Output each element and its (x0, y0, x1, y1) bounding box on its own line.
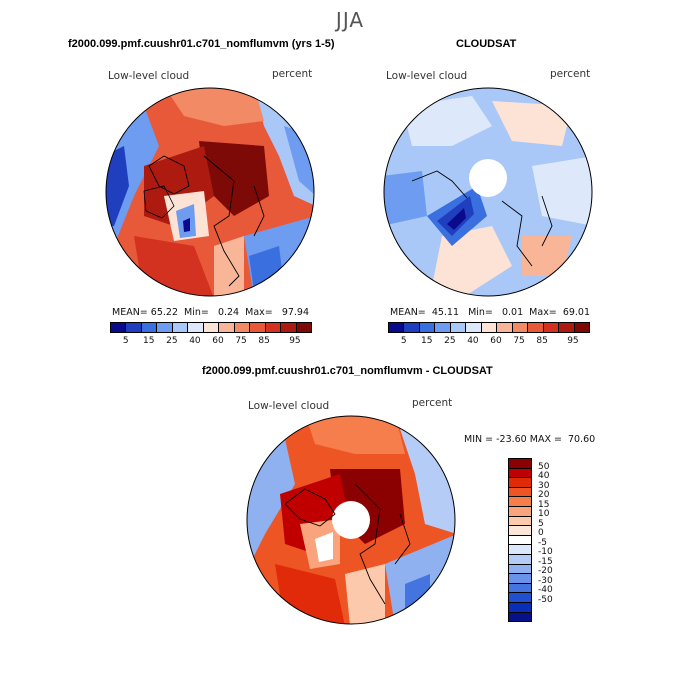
colorbar-tick-label: 25 (166, 336, 178, 346)
colorbar-tick-label: 75 (235, 336, 247, 346)
colorbar-swatch (389, 323, 405, 332)
colorbar-swatch (509, 478, 531, 488)
obs-polar-map (383, 87, 593, 297)
colorbar-swatch (509, 487, 531, 498)
colorbar-tick-label: 25 (444, 336, 456, 346)
colorbar-tick-label: 40 (189, 336, 201, 346)
colorbar-tick-label: -15 (538, 556, 553, 567)
colorbar-tick-label: -30 (538, 575, 553, 586)
colorbar-swatch (509, 564, 531, 575)
obs-panel-title: CLOUDSAT (456, 38, 517, 50)
colorbar-swatch (574, 323, 590, 332)
model-polar-map (105, 87, 315, 297)
obs-field-label: Low-level cloud (386, 70, 468, 82)
diff-colorbar (508, 458, 532, 622)
colorbar-swatch (157, 323, 173, 332)
colorbar-swatch (265, 323, 282, 332)
colorbar-swatch (509, 583, 531, 594)
colorbar-tick-label: 10 (538, 509, 550, 520)
colorbar-swatch (543, 323, 560, 332)
colorbar-tick-label: 60 (490, 336, 502, 346)
colorbar-tick-label: 15 (143, 336, 155, 346)
colorbar-swatch (203, 323, 220, 332)
colorbar-swatch (404, 323, 420, 332)
colorbar-swatch (435, 323, 451, 332)
season-title: JJA (335, 8, 365, 32)
colorbar-swatch (512, 323, 529, 332)
model-stats: MEAN= 65.22 Min= 0.24 Max= 97.94 (112, 307, 310, 318)
colorbar-tick-label: 75 (513, 336, 525, 346)
colorbar-tick-label: -5 (538, 537, 547, 548)
colorbar-swatch (296, 323, 312, 332)
colorbar-swatch (559, 323, 575, 332)
colorbar-swatch (509, 535, 531, 546)
colorbar-swatch (509, 612, 531, 622)
obs-units-label: percent (550, 68, 591, 80)
diff-field-label: Low-level cloud (248, 400, 330, 412)
colorbar-swatch (419, 323, 436, 332)
colorbar-tick-label: 85 (536, 336, 548, 346)
colorbar-swatch (111, 323, 127, 332)
colorbar-swatch (509, 459, 531, 469)
diff-colorbar-ticks: 50 40 30 20 15 10 5 0 -5 -10 -15 -20 -30 -40 -50 (538, 458, 578, 620)
colorbar-swatch (509, 526, 531, 536)
colorbar-tick-label: -10 (538, 547, 553, 558)
colorbar-tick-label: 5 (400, 336, 407, 346)
colorbar-tick-label: 85 (258, 336, 270, 346)
obs-colorbar (388, 322, 590, 333)
colorbar-swatch (509, 545, 531, 555)
diff-polar-map (246, 415, 456, 625)
colorbar-tick-label: 60 (212, 336, 224, 346)
colorbar-tick-label: 40 (538, 471, 550, 482)
colorbar-swatch (509, 554, 531, 565)
diff-minmax: MIN = -23.60 MAX = 70.60 (464, 434, 596, 445)
model-units-label: percent (272, 68, 313, 80)
model-field-label: Low-level cloud (108, 70, 190, 82)
colorbar-tick-label: -40 (538, 585, 553, 596)
model-colorbar (110, 322, 312, 333)
colorbar-swatch (509, 516, 531, 527)
colorbar-tick-label: -20 (538, 566, 553, 577)
colorbar-tick-label: 15 (538, 499, 550, 510)
colorbar-swatch (497, 323, 513, 332)
colorbar-swatch (509, 602, 531, 613)
colorbar-tick-label: 95 (567, 336, 579, 346)
colorbar-swatch (450, 323, 467, 332)
colorbar-tick-label: 20 (538, 490, 550, 501)
obs-stats: MEAN= 45.11 Min= 0.01 Max= 69.01 (390, 307, 591, 318)
colorbar-swatch (528, 323, 544, 332)
colorbar-swatch (188, 323, 204, 332)
colorbar-swatch (219, 323, 235, 332)
colorbar-tick-label: 5 (122, 336, 129, 346)
colorbar-swatch (509, 468, 531, 479)
colorbar-swatch (234, 323, 251, 332)
diff-panel-title: f2000.099.pmf.cuushr01.c701_nomflumvm - … (202, 365, 493, 377)
colorbar-swatch (250, 323, 266, 332)
colorbar-swatch (141, 323, 158, 332)
model-panel-title: f2000.099.pmf.cuushr01.c701_nomflumvm (y… (68, 38, 335, 50)
colorbar-tick-label: -50 (538, 594, 553, 605)
colorbar-tick-label: 50 (538, 461, 550, 472)
diff-units-label: percent (412, 397, 453, 409)
colorbar-swatch (509, 506, 531, 517)
colorbar-swatch (172, 323, 189, 332)
colorbar-swatch (466, 323, 482, 332)
colorbar-tick-label: 5 (538, 518, 544, 529)
colorbar-tick-label: 40 (467, 336, 479, 346)
colorbar-swatch (509, 574, 531, 584)
colorbar-swatch (509, 497, 531, 507)
colorbar-tick-label: 0 (538, 528, 544, 539)
colorbar-tick-label: 95 (289, 336, 301, 346)
colorbar-swatch (509, 593, 531, 603)
colorbar-swatch (281, 323, 297, 332)
colorbar-swatch (481, 323, 498, 332)
colorbar-tick-label: 15 (421, 336, 433, 346)
colorbar-tick-label: 30 (538, 480, 550, 491)
colorbar-swatch (126, 323, 142, 332)
